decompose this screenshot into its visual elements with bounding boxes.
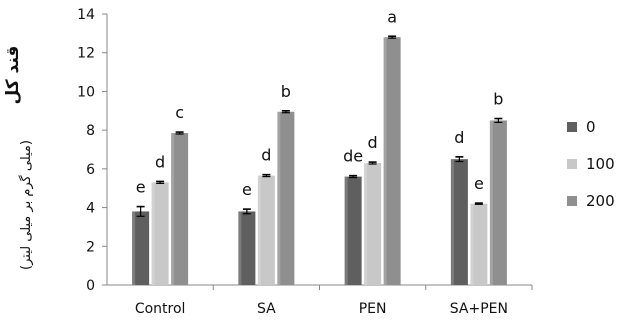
- x-tick-label: SA: [257, 301, 276, 317]
- bar-highlight: [151, 182, 155, 285]
- significance-letter: d: [454, 128, 464, 147]
- significance-letter: de: [343, 147, 363, 166]
- legend: 0 100 200: [567, 118, 615, 210]
- significance-letter: d: [261, 146, 271, 165]
- bar-highlight: [257, 175, 261, 285]
- bar-highlight: [171, 133, 175, 285]
- x-tick-labels: Control SA PEN SA+PEN: [135, 285, 533, 317]
- significance-letter: b: [281, 82, 291, 101]
- bar-highlight: [489, 120, 493, 285]
- legend-label: 0: [586, 118, 596, 136]
- x-tick-label: PEN: [359, 301, 387, 317]
- significance-letter: e: [474, 174, 484, 193]
- bar-100-SA+PEN: [470, 203, 488, 285]
- significance-letter: a: [387, 7, 397, 26]
- legend-swatch-100: [567, 159, 577, 169]
- bar-highlight: [450, 159, 454, 285]
- y-axis-title: قند کل (میلی گرم بر میلی لیتر): [3, 46, 34, 270]
- bar-highlight: [344, 176, 348, 285]
- significance-letter: d: [368, 133, 378, 152]
- bar-100-PEN: [364, 163, 382, 285]
- x-tick-label: SA+PEN: [450, 301, 508, 317]
- bar-100-SA: [257, 175, 275, 285]
- y-tick-label: 14: [77, 7, 95, 23]
- y-tick-label: 2: [86, 239, 95, 255]
- bar-200-SA+PEN: [489, 120, 507, 285]
- y-tick-label: 4: [86, 201, 95, 217]
- bar-0-SA+PEN: [450, 159, 468, 285]
- bar-200-Control: [171, 133, 189, 285]
- significance-letter: c: [175, 103, 184, 122]
- y-ticks: 0 2 4 6 8 10 12 14: [77, 7, 107, 294]
- significance-letter: b: [493, 90, 503, 109]
- bar-highlight: [132, 211, 136, 285]
- bar-200-PEN: [383, 37, 401, 285]
- x-tick-label: Control: [135, 301, 186, 317]
- bar-200-SA: [277, 111, 295, 285]
- y-tick-label: 6: [86, 162, 95, 178]
- axes: [106, 14, 532, 286]
- bar-100-Control: [151, 182, 169, 285]
- y-tick-label: 12: [77, 46, 95, 62]
- bar-0-PEN: [344, 176, 362, 285]
- bar-0-Control: [132, 211, 150, 285]
- y-tick-label: 0: [86, 278, 95, 294]
- bar-highlight: [383, 37, 387, 285]
- significance-letter: d: [155, 152, 165, 171]
- bar-highlight: [238, 211, 242, 285]
- y-axis-title-sub: (میلی گرم بر میلی لیتر): [18, 140, 34, 270]
- legend-swatch-0: [567, 122, 577, 132]
- legend-label: 200: [586, 192, 615, 210]
- legend-swatch-200: [567, 196, 577, 206]
- bar-highlight: [364, 163, 368, 285]
- bar-0-SA: [238, 211, 256, 285]
- bar-highlight: [277, 111, 281, 285]
- y-axis-title-main: قند کل: [3, 46, 23, 105]
- legend-label: 100: [586, 155, 615, 173]
- bar-highlight: [470, 203, 474, 285]
- significance-letter: e: [136, 178, 146, 197]
- y-tick-label: 10: [77, 84, 95, 100]
- significance-letter: e: [242, 180, 252, 199]
- y-tick-label: 8: [86, 123, 95, 139]
